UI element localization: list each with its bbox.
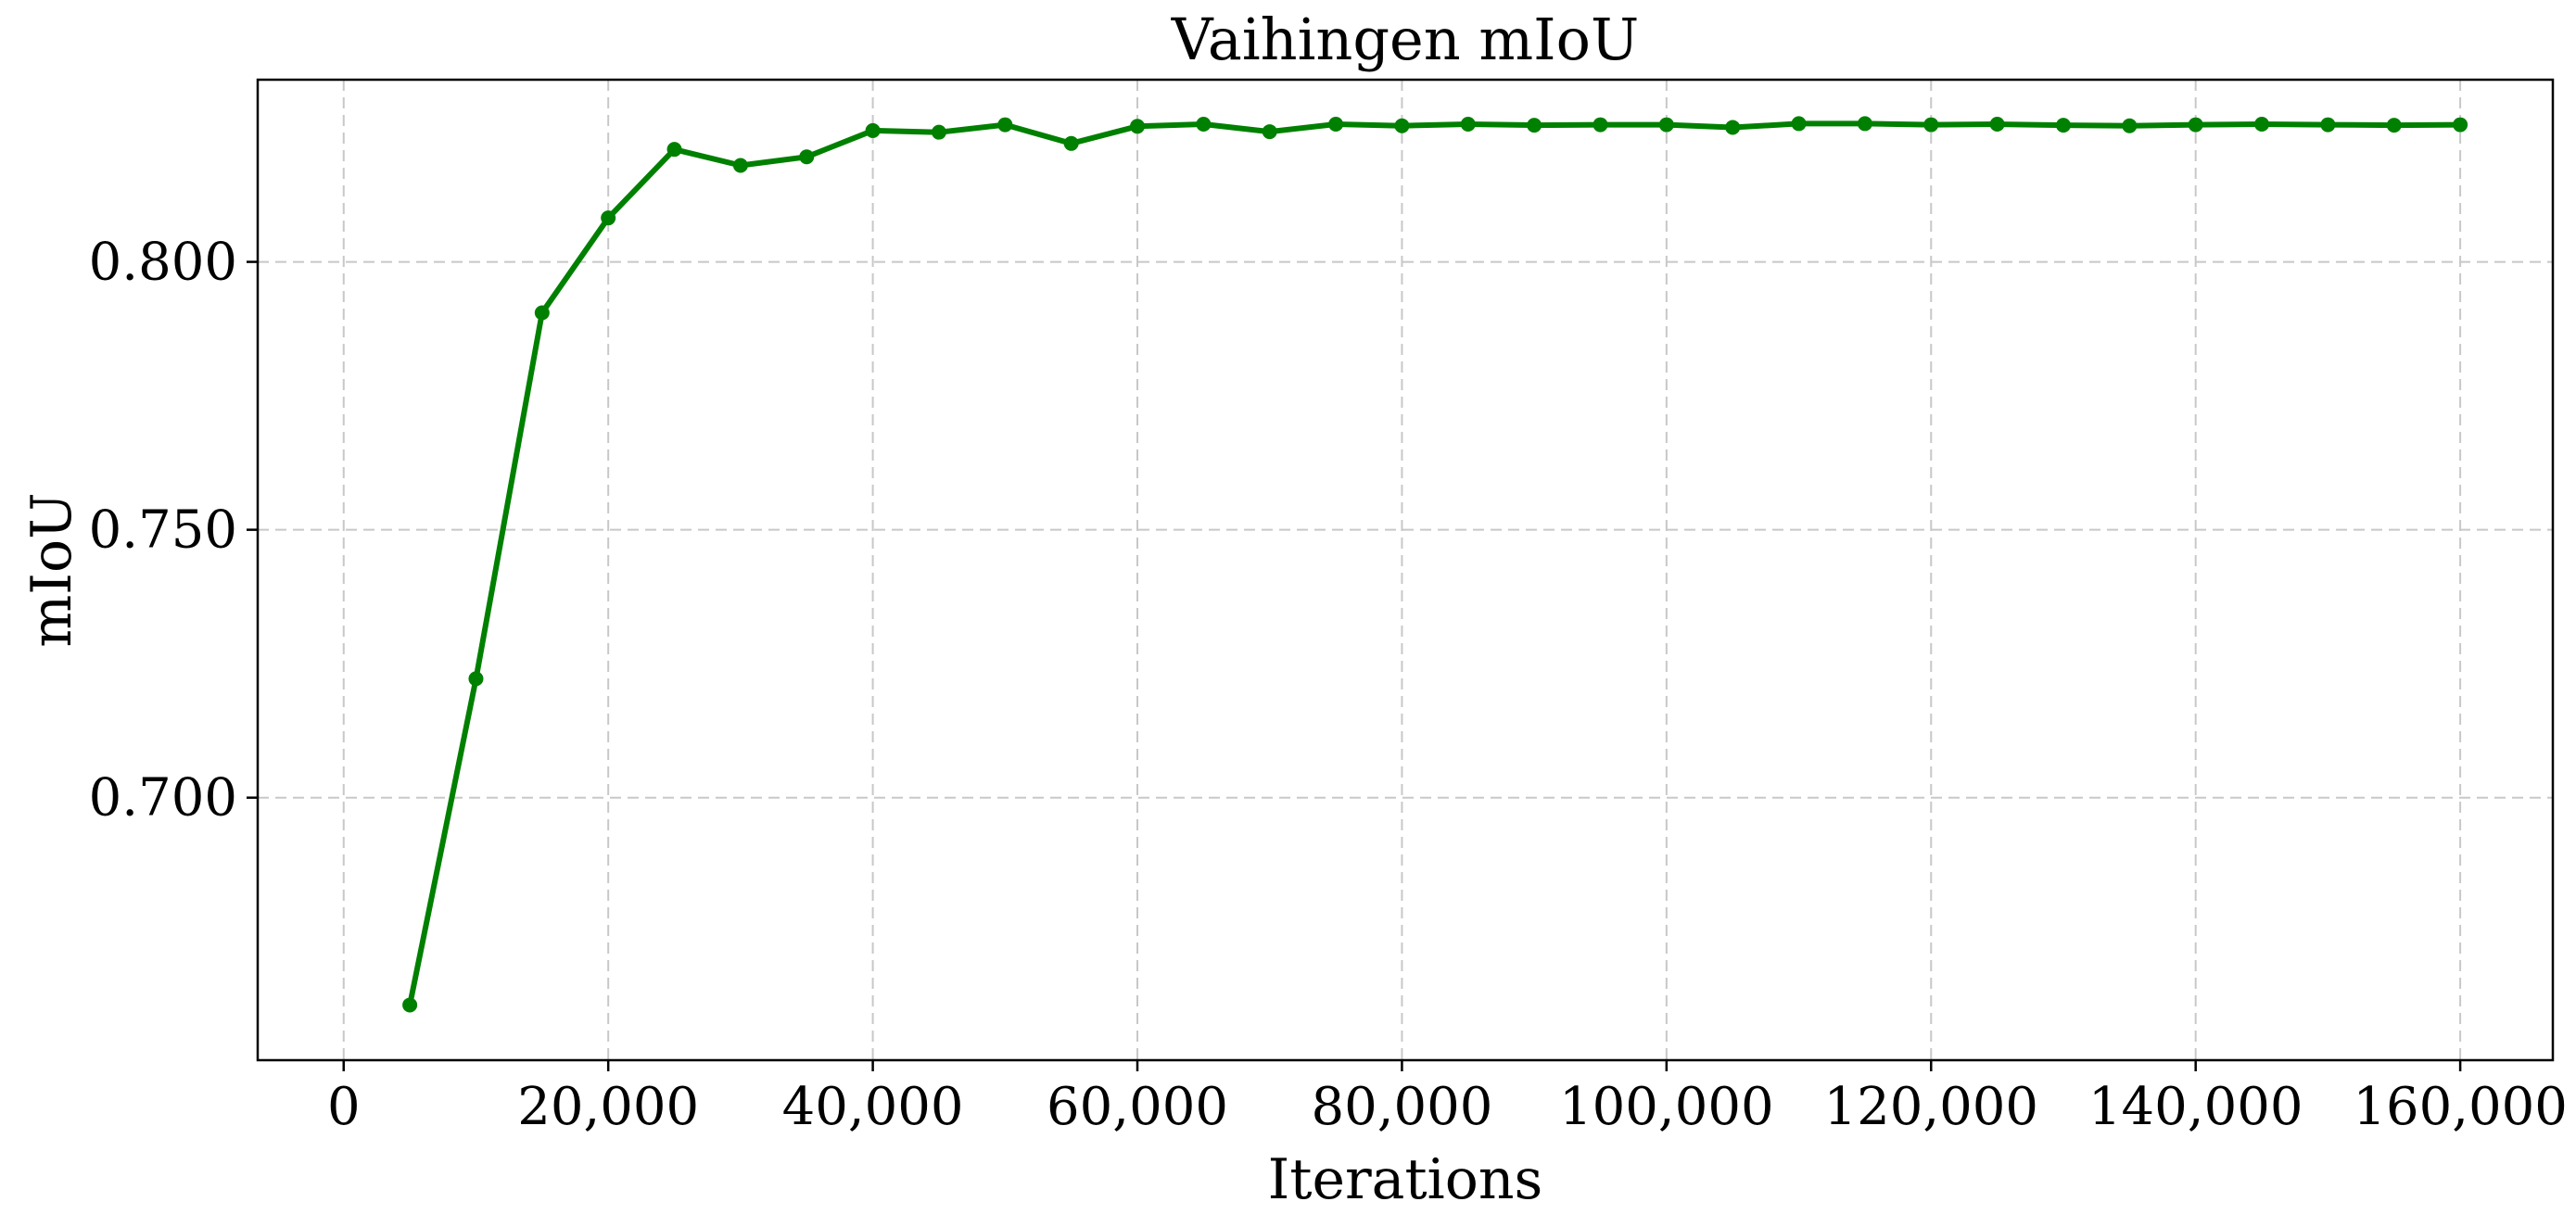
data-point — [1658, 117, 1674, 133]
x-tick-label: 120,000 — [1823, 1077, 2038, 1137]
y-axis-label: mIoU — [19, 492, 84, 647]
data-point — [1394, 118, 1410, 133]
series-layer — [402, 116, 2468, 1013]
data-point — [732, 158, 748, 173]
data-point — [1063, 135, 1079, 151]
data-point — [666, 142, 682, 158]
data-point — [1527, 118, 1542, 133]
data-point — [601, 210, 616, 226]
y-tick-label: 0.700 — [89, 768, 237, 829]
x-tick-label: 60,000 — [1047, 1077, 1228, 1137]
data-point — [1262, 124, 1277, 140]
data-point — [1857, 116, 1872, 132]
data-point — [931, 124, 946, 140]
data-point — [1593, 117, 1608, 133]
data-point — [1791, 116, 1807, 132]
y-tick-label: 0.800 — [89, 233, 237, 293]
data-point — [2386, 118, 2402, 133]
data-point — [1460, 116, 1476, 132]
data-point — [1196, 116, 1212, 132]
chart-title: Vaihingen mIoU — [1171, 6, 1639, 73]
grid — [258, 80, 2553, 1060]
data-point — [1725, 120, 1741, 135]
x-tick-label: 80,000 — [1311, 1077, 1492, 1137]
data-point — [402, 997, 418, 1013]
data-point — [2453, 117, 2468, 133]
data-point — [1989, 116, 2005, 132]
series-line — [407, 120, 2464, 1008]
data-point — [1923, 117, 1939, 133]
x-tick-label: 20,000 — [517, 1077, 699, 1137]
data-point — [468, 671, 484, 687]
x-axis: 0 20,000 40,000 60,000 80,000 100,000 120,000 1… — [327, 1060, 2568, 1137]
x-tick-label: 40,000 — [782, 1077, 964, 1137]
data-point — [997, 117, 1013, 133]
y-tick-label: 0.750 — [89, 500, 237, 561]
plot-frame — [256, 78, 2555, 1062]
x-tick-label: 140,000 — [2088, 1077, 2303, 1137]
y-axis: 0.700 0.750 0.800 — [89, 233, 258, 829]
data-point — [2254, 116, 2270, 132]
data-point — [2055, 118, 2071, 133]
data-point — [799, 149, 815, 165]
x-axis-label: Iterations — [1268, 1147, 1543, 1212]
data-point — [1328, 116, 1344, 132]
x-tick-label: 0 — [327, 1077, 361, 1137]
data-point — [865, 122, 881, 138]
data-point — [2122, 118, 2138, 133]
x-tick-label: 160,000 — [2353, 1077, 2568, 1137]
x-tick-label: 100,000 — [1559, 1077, 1774, 1137]
data-point — [2320, 117, 2336, 133]
data-point — [1130, 119, 1146, 134]
data-point — [2188, 117, 2203, 133]
data-point — [534, 305, 550, 321]
